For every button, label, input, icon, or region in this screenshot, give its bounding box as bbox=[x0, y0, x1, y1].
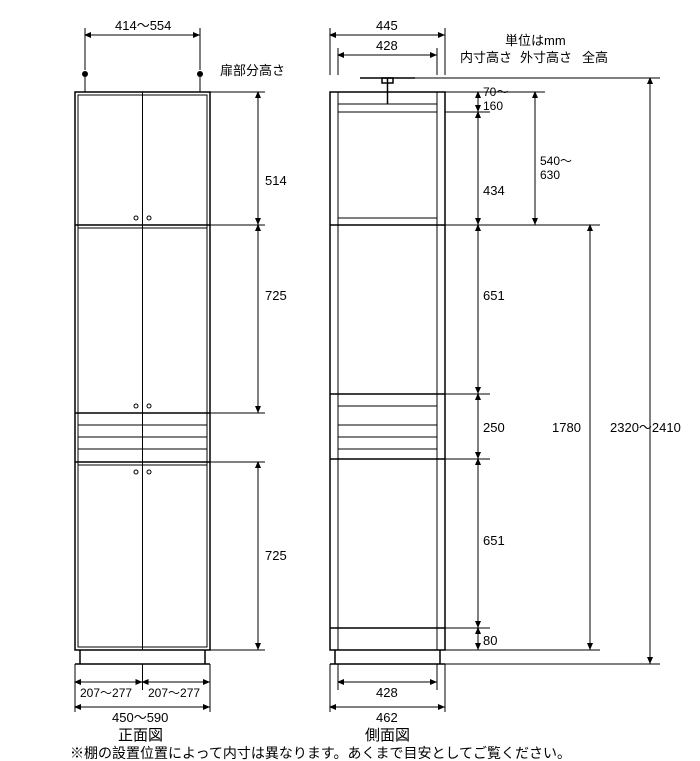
door-height-label: 扉部分高さ bbox=[220, 63, 285, 78]
dim-207a: 207～277 bbox=[80, 686, 132, 700]
dim-428-bot: 428 bbox=[376, 685, 398, 700]
dim-70-160-b: 160 bbox=[483, 99, 503, 113]
dim-428-top: 428 bbox=[376, 38, 398, 53]
dim-725-top: 725 bbox=[265, 288, 287, 303]
dim-207b: 207～277 bbox=[148, 686, 200, 700]
dim-2320: 2320～2410 bbox=[610, 420, 681, 435]
dim-651a: 651 bbox=[483, 288, 505, 303]
dim-80: 80 bbox=[483, 633, 497, 648]
unit-label: 単位はmm bbox=[505, 33, 566, 48]
dim-top-width: 414～554 bbox=[115, 18, 171, 33]
drawing-canvas: 単位はmm 414～554 扉部分高さ bbox=[0, 0, 700, 761]
dim-250: 250 bbox=[483, 420, 505, 435]
dim-462: 462 bbox=[376, 710, 398, 725]
dim-540a: 540～ bbox=[540, 154, 572, 168]
front-view: 414～554 扉部分高さ bbox=[75, 18, 287, 744]
dim-725-bot: 725 bbox=[265, 548, 287, 563]
dim-434: 434 bbox=[483, 183, 505, 198]
total-h-label: 全高 bbox=[582, 50, 608, 65]
inner-h-label: 内寸高さ bbox=[460, 50, 512, 65]
dim-450: 450～590 bbox=[112, 710, 168, 725]
side-view: 445 428 内寸高さ 外寸高さ 全高 bbox=[330, 18, 681, 744]
note-text: ※棚の設置位置によって内寸は異なります。あくまで目安としてご覧ください。 bbox=[70, 745, 571, 761]
dim-445: 445 bbox=[376, 18, 398, 33]
dim-514: 514 bbox=[265, 173, 287, 188]
outer-h-label: 外寸高さ bbox=[520, 50, 572, 65]
dim-651b: 651 bbox=[483, 533, 505, 548]
front-title: 正面図 bbox=[118, 727, 163, 744]
side-title: 側面図 bbox=[365, 727, 410, 744]
dim-540b: 630 bbox=[540, 168, 560, 182]
dim-1780: 1780 bbox=[552, 420, 581, 435]
